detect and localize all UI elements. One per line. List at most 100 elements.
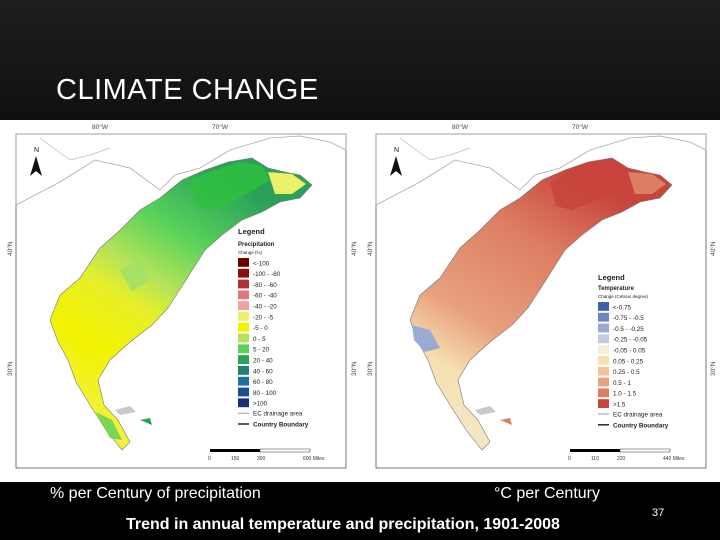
temp-north-label: N (394, 147, 399, 154)
precip-map: 80°W 70°W 40°N 30°N 40°N 30°N N Legend P… (6, 123, 358, 469)
precip-axis-left-2: 30°N (6, 361, 14, 376)
temp-map: 80°W 70°W 40°N 30°N 40°N 30°N N Legend T… (366, 123, 717, 469)
precip-scale-0: 0 (208, 456, 211, 462)
precip-legend-label-1: -100 - -80 (253, 271, 281, 278)
temp-lake-outline (399, 137, 471, 161)
precip-background-coast (15, 133, 347, 206)
temp-legend-swatch-3 (598, 334, 609, 344)
temp-legend-units: Change (Celsius degree) (598, 294, 649, 299)
maps-svg: 80°W 70°W 40°N 30°N 40°N 30°N N Legend P… (6, 123, 717, 469)
temp-legend-label-4: -0.05 - 0.05 (613, 348, 646, 355)
temp-scale-2: 220 (617, 456, 626, 462)
temp-axis-top-2: 70°W (572, 123, 589, 131)
precip-scale-1: 150 (231, 456, 240, 462)
precip-legend-swatch-3 (238, 290, 249, 300)
temp-legend-subtitle: Temperature (598, 286, 635, 292)
temp-legend-label-3: -0.25 - -0.05 (613, 337, 648, 344)
precip-legend-swatch-1 (238, 268, 249, 278)
precip-legend-swatch-5 (238, 312, 249, 321)
precip-legend-line-label-1: Country Boundary (253, 422, 309, 429)
precip-legend-swatch-4 (238, 301, 249, 310)
temp-legend-label-8: 1.0 - 1.5 (613, 391, 637, 398)
temp-north-arrow-icon (390, 156, 402, 176)
precip-legend-label-9: 20 - 40 (253, 358, 273, 365)
temp-maritime-zone (628, 172, 666, 194)
temp-cooling-zone (412, 325, 440, 352)
precip-appalachian-zone (120, 260, 150, 292)
slide-header: CLIMATE CHANGE (0, 0, 720, 120)
precip-legend-label-11: 60 - 80 (253, 379, 273, 386)
precip-legend-line-label-0: EC drainage area (253, 411, 303, 418)
caption-trend: Trend in annual temperature and precipit… (126, 516, 560, 533)
temp-axis-right-2: 30°N (709, 361, 717, 376)
temp-background-coast (375, 133, 707, 206)
temp-legend-label-0: <-0.75 (613, 304, 632, 311)
precip-maritime-zone (268, 172, 306, 194)
temp-scale-3: 440 Miles (663, 456, 685, 462)
temp-island-2 (500, 418, 512, 425)
precip-north-wet-zone (190, 162, 270, 210)
temp-axis-right-1: 40°N (709, 241, 717, 256)
precip-legend-label-10: 40 - 60 (253, 368, 273, 375)
temp-legend: Legend Temperature Change (Celsius degre… (598, 273, 669, 429)
temp-legend-swatch-1 (598, 312, 609, 322)
temp-island (475, 406, 496, 415)
precip-legend-swatch-10 (238, 366, 249, 375)
precip-axis-top-1: 80°W (92, 123, 109, 131)
caption-temperature: °C per Century (494, 485, 600, 502)
temp-axis-left-2: 30°N (366, 361, 374, 376)
precip-axis-right-2: 30°N (350, 361, 358, 376)
slide-title: CLIMATE CHANGE (56, 74, 319, 106)
precip-scale-2: 300 (257, 456, 266, 462)
precip-legend-swatch-8 (238, 344, 249, 354)
temp-north-warm-zone (550, 162, 630, 210)
precip-legend-label-7: 0 - 5 (253, 336, 266, 343)
slide-number: 37 (652, 507, 665, 519)
temp-scale-bar: 0 110 220 440 Miles (568, 448, 685, 462)
precip-florida-zone (96, 412, 122, 440)
precip-legend-label-0: <-100 (253, 260, 270, 267)
temp-legend-swatch-7 (598, 377, 609, 387)
precip-legend: Legend Precipitation Change (%) <-100 -10… (238, 227, 309, 429)
precip-north-label: N (34, 147, 39, 154)
precip-legend-swatch-13 (238, 398, 249, 408)
temp-legend-swatch-8 (598, 388, 609, 398)
precip-axis-right-1: 40°N (350, 241, 358, 256)
precip-legend-label-2: -80 - -60 (253, 282, 277, 289)
precip-legend-swatch-11 (238, 376, 249, 386)
temp-legend-label-2: -0.5 - -0.25 (613, 326, 644, 333)
caption-precipitation: % per Century of precipitation (50, 485, 261, 502)
maps-panel: 80°W 70°W 40°N 30°N 40°N 30°N N Legend P… (0, 120, 720, 482)
precip-scale-3: 600 Miles (303, 456, 325, 462)
temp-legend-line-label-1: Country Boundary (613, 422, 669, 429)
precip-lake-outline (39, 137, 111, 161)
temp-legend-swatch-9 (598, 399, 609, 408)
precip-island-2 (140, 418, 152, 425)
precip-legend-swatch-0 (238, 258, 249, 267)
precip-legend-swatch-2 (238, 279, 249, 289)
precip-island (115, 406, 136, 415)
precip-scale-bar: 0 150 300 600 Miles (208, 448, 325, 462)
precip-legend-swatch-9 (238, 355, 249, 364)
temp-legend-label-5: 0.05 - 0.25 (613, 358, 644, 365)
precip-axis-top-2: 70°W (212, 123, 229, 131)
temp-legend-swatch-2 (598, 323, 609, 333)
temp-legend-swatch-6 (598, 366, 609, 376)
precip-legend-subtitle: Precipitation (238, 242, 275, 248)
precip-legend-title: Legend (238, 227, 265, 236)
precip-legend-units: Change (%) (238, 250, 263, 255)
precip-legend-label-5: -20 - -5 (253, 314, 274, 321)
precip-legend-label-6: -5 - 0 (253, 325, 268, 332)
precip-legend-label-3: -60 - -40 (253, 293, 277, 300)
temp-legend-swatch-5 (598, 356, 609, 365)
temp-axis-left-1: 40°N (366, 241, 374, 256)
precip-legend-label-8: 5 - 20 (253, 347, 270, 354)
temp-axis-top-1: 80°W (452, 123, 469, 131)
precip-legend-swatch-7 (238, 333, 249, 343)
temp-legend-label-6: 0.25 - 0.5 (613, 369, 640, 376)
temp-legend-label-7: 0.5 - 1 (613, 380, 631, 387)
temp-legend-line-label-0: EC drainage area (613, 412, 663, 419)
precip-north-arrow-icon (30, 156, 42, 176)
temp-legend-swatch-0 (598, 302, 609, 311)
precip-legend-swatch-6 (238, 322, 249, 332)
